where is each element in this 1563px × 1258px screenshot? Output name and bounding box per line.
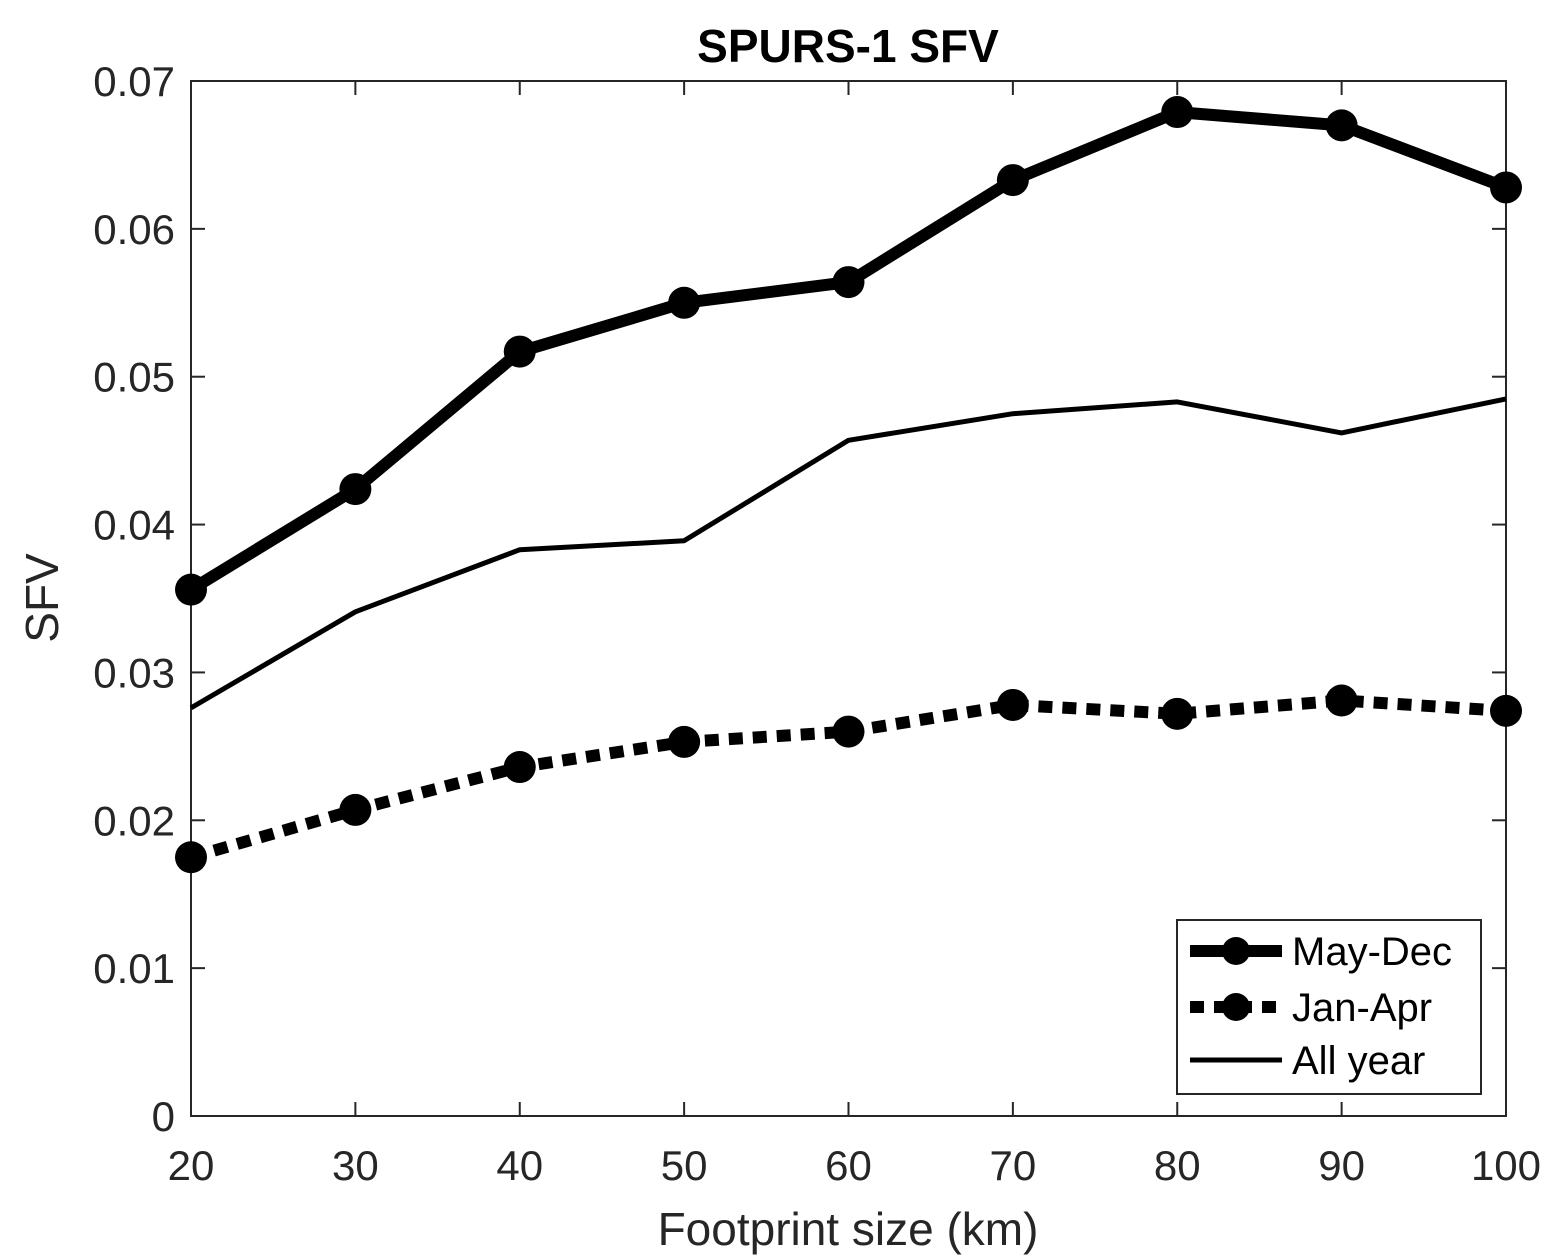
x-axis-title: Footprint size (km) xyxy=(658,1203,1039,1255)
x-tick-label: 50 xyxy=(661,1142,708,1189)
legend-item-may-dec: May-Dec xyxy=(1190,930,1452,974)
data-point-jan-apr xyxy=(175,841,207,874)
data-point-jan-apr xyxy=(1490,694,1522,727)
data-point-may-dec xyxy=(1490,171,1522,204)
data-point-jan-apr xyxy=(996,688,1029,721)
legend-item-all-year: All year xyxy=(1190,1039,1425,1083)
x-tick-label: 90 xyxy=(1318,1142,1365,1189)
legend-label-all-year: All year xyxy=(1292,1039,1425,1083)
y-tick-label: 0.01 xyxy=(93,945,175,992)
y-tick-label: 0.03 xyxy=(93,649,175,696)
legend-marker-may-dec xyxy=(1222,937,1250,965)
y-tick-label: 0 xyxy=(152,1093,175,1140)
series-layer xyxy=(175,96,1522,874)
y-axis: 0 0.01 0.02 0.03 0.04 0.05 0.06 0.07 xyxy=(93,58,1506,1140)
data-point-may-dec xyxy=(668,286,701,319)
data-point-may-dec xyxy=(1161,96,1194,129)
chart-title: SPURS-1 SFV xyxy=(697,20,999,72)
data-point-may-dec xyxy=(175,573,207,606)
legend-label-jan-apr: Jan-Apr xyxy=(1292,986,1432,1030)
data-point-may-dec xyxy=(1325,109,1358,142)
x-tick-label: 40 xyxy=(496,1142,543,1189)
legend-item-jan-apr: Jan-Apr xyxy=(1190,986,1432,1030)
data-point-jan-apr xyxy=(1161,697,1194,730)
y-tick-label: 0.04 xyxy=(93,502,175,549)
series-line-all-year xyxy=(189,396,1507,711)
y-tick-label: 0.07 xyxy=(93,58,175,105)
x-tick-label: 20 xyxy=(168,1142,215,1189)
data-point-may-dec xyxy=(832,266,865,299)
data-point-may-dec xyxy=(503,335,536,368)
data-point-may-dec xyxy=(339,473,372,506)
y-tick-label: 0.05 xyxy=(93,354,175,401)
series-line-jan-apr xyxy=(189,694,1507,864)
data-point-may-dec xyxy=(996,164,1029,197)
y-tick-label: 0.02 xyxy=(93,797,175,844)
data-point-jan-apr xyxy=(339,793,372,826)
x-tick-label: 60 xyxy=(825,1142,872,1189)
legend: May-Dec Jan-Apr All year xyxy=(1176,919,1482,1095)
x-axis: 20 30 40 50 60 70 80 90 100 xyxy=(168,81,1541,1189)
x-tick-label: 100 xyxy=(1471,1142,1541,1189)
y-axis-title: SFV xyxy=(16,553,68,643)
x-tick-label: 70 xyxy=(990,1142,1037,1189)
y-tick-label: 0.06 xyxy=(93,206,175,253)
legend-label-may-dec: May-Dec xyxy=(1292,930,1452,974)
data-point-jan-apr xyxy=(668,725,701,758)
data-point-jan-apr xyxy=(503,751,536,784)
data-point-jan-apr xyxy=(832,715,865,748)
data-point-jan-apr xyxy=(1325,684,1358,717)
legend-marker-jan-apr xyxy=(1222,993,1250,1021)
x-tick-label: 30 xyxy=(332,1142,379,1189)
x-tick-label: 80 xyxy=(1154,1142,1201,1189)
